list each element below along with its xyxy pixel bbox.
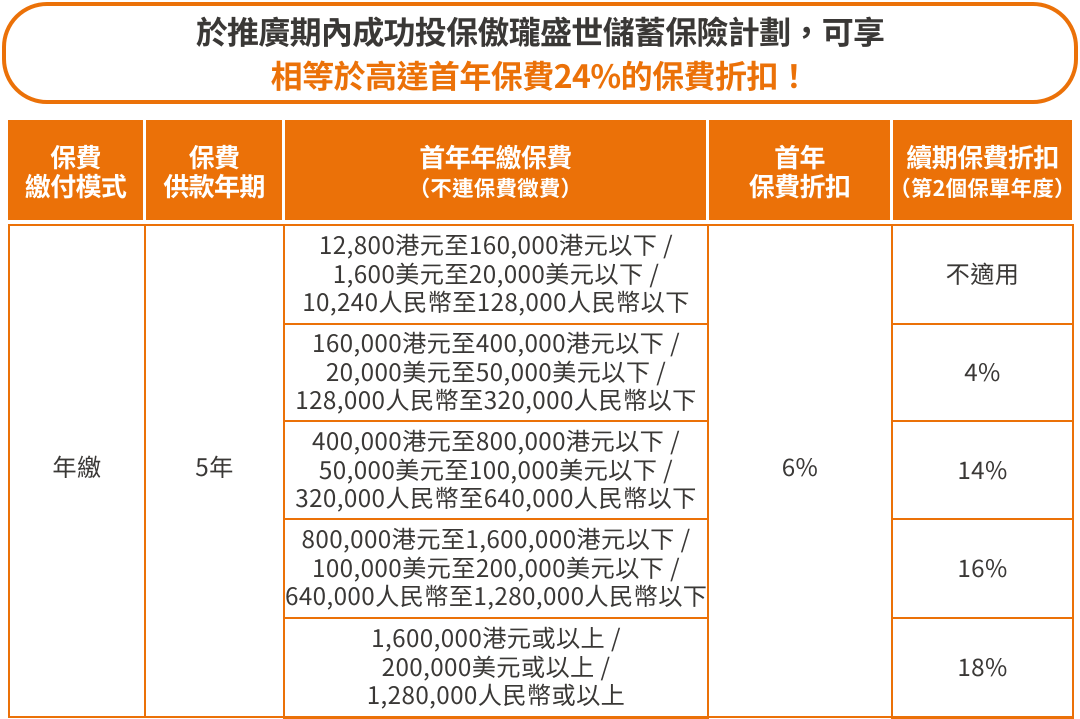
header-line2: 繳付模式 [24,167,127,205]
renewal-discount-cell: 18% [891,616,1074,719]
first-year-discount-cell: 6% [707,218,893,713]
premium-line: 100,000美元至200,000美元以下 / [312,548,680,584]
banner-line1: 於推廣期內成功投保傲瓏盛世儲蓄保險計劃，可享 [195,8,885,54]
premium-line: 1,600,000港元或以上 / [371,619,621,655]
payment-mode-cell: 年繳 [8,218,146,713]
table-row: 800,000港元至1,600,000港元以下 / 100,000美元至200,… [9,518,1074,619]
header-line1: 首年 [774,137,825,175]
premium-range-cell: 400,000港元至800,000港元以下 / 50,000美元至100,000… [283,420,709,520]
premium-range-cell: 800,000港元至1,600,000港元以下 / 100,000美元至200,… [283,518,709,619]
premium-line: 160,000港元至400,000港元以下 / [312,324,680,360]
header-line2: 供款年期 [163,167,265,205]
premium-line: 128,000人民幣至320,000人民幣以下 [295,381,697,417]
header-cell: 保費 供款年期 [146,120,285,220]
premium-line: 12,800港元至160,000港元以下 / [318,226,674,262]
table-row: 160,000港元至400,000港元以下 / 20,000美元至50,000美… [9,322,1074,422]
header-line1: 續期保費折扣 [906,137,1059,175]
header-cell: 首年年繳保費 （不連保費徵費） [285,120,709,220]
renewal-discount-cell: 4% [891,322,1074,422]
renewal-discount-cell: 不適用 [891,224,1074,325]
header-cell: 保費 繳付模式 [8,120,146,220]
table-header-row: 保費 繳付模式 保費 供款年期 首年年繳保費 （不連保費徵費） 首年 保費折扣 … [8,120,1072,220]
premium-range-cell: 160,000港元至400,000港元以下 / 20,000美元至50,000美… [283,322,709,422]
table-row: 400,000港元至800,000港元以下 / 50,000美元至100,000… [9,420,1074,520]
header-cell: 續期保費折扣 （第2個保單年度） [893,120,1072,220]
header-line1: 保費 [188,137,240,175]
premium-line: 1,600美元至20,000美元以下 / [332,254,660,290]
header-cell: 首年 保費折扣 [709,120,893,220]
payment-term-cell: 5年 [144,218,285,713]
header-line2: （第2個保單年度） [899,171,1066,203]
banner-line2: 相等於高達首年保費24%的保費折扣！ [270,51,810,98]
premium-range-cell: 1,600,000港元或以上 / 200,000美元或以上 / 1,280,00… [283,616,709,719]
header-line1: 首年年繳保費 [419,137,572,175]
renewal-discount-cell: 14% [891,420,1074,520]
table-row: 1,600,000港元或以上 / 200,000美元或以上 / 1,280,00… [9,616,1074,719]
header-line2: 保費折扣 [748,167,851,205]
premium-discount-table: 年繳 5年 12,800港元至160,000港元以下 / 1,600美元至20,… [8,218,1074,719]
header-line1: 保費 [50,137,101,175]
premium-line: 50,000美元至100,000美元以下 / [318,450,674,486]
premium-line: 20,000美元至50,000美元以下 / [325,352,667,388]
table-row: 年繳 5年 12,800港元至160,000港元以下 / 1,600美元至20,… [8,218,1074,713]
premium-line: 200,000美元或以上 / [381,647,611,683]
premium-line: 1,280,000人民幣或以上 [366,675,626,711]
header-line2: （不連保費徵費） [419,171,572,203]
premium-line: 10,240人民幣至128,000人民幣以下 [302,283,690,319]
promo-banner: 於推廣期內成功投保傲瓏盛世儲蓄保險計劃，可享 相等於高達首年保費24%的保費折扣… [2,2,1078,104]
premium-line: 640,000人民幣至1,280,000人民幣以下 [285,577,708,613]
premium-range-cell: 12,800港元至160,000港元以下 / 1,600美元至20,000美元以… [283,224,709,325]
premium-line: 400,000港元至800,000港元以下 / [312,422,680,458]
premium-line: 800,000港元至1,600,000港元以下 / [301,520,691,556]
renewal-discount-cell: 16% [891,518,1074,619]
premium-line: 320,000人民幣至640,000人民幣以下 [295,478,697,514]
